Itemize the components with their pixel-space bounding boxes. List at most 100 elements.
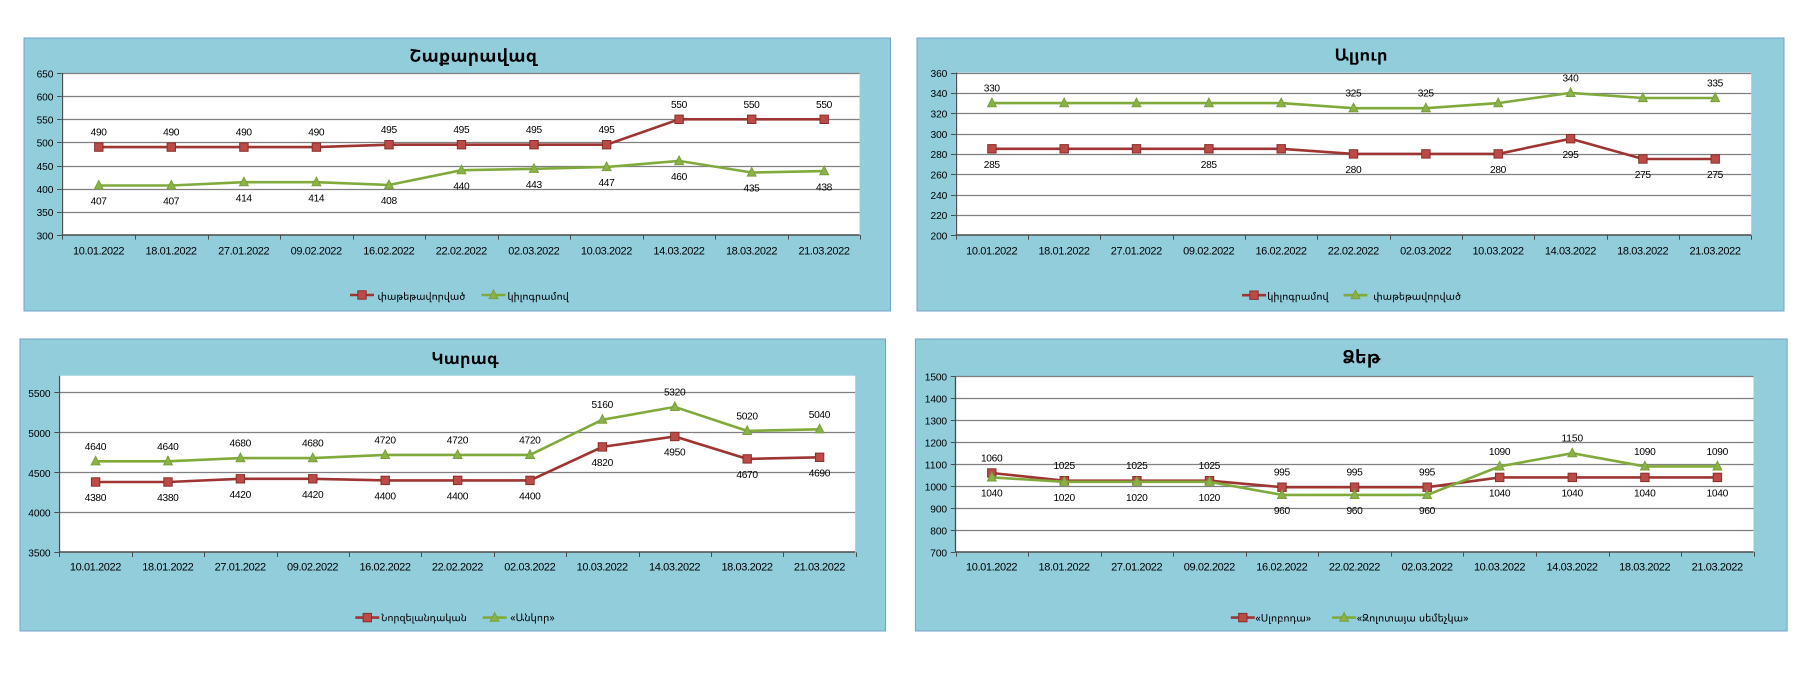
svg-text:1100: 1100 (925, 461, 948, 472)
svg-text:21.03.2022: 21.03.2022 (1689, 245, 1741, 257)
svg-text:1060: 1060 (981, 454, 1003, 465)
svg-text:550: 550 (37, 116, 54, 127)
svg-text:1025: 1025 (1126, 461, 1148, 472)
svg-text:4420: 4420 (230, 490, 252, 501)
svg-text:4640: 4640 (85, 442, 107, 453)
svg-text:4720: 4720 (374, 435, 396, 446)
svg-text:16.02.2022: 16.02.2022 (359, 561, 411, 573)
svg-text:285: 285 (984, 160, 1001, 171)
svg-text:4380: 4380 (85, 493, 107, 504)
svg-text:18.03.2022: 18.03.2022 (1619, 561, 1671, 573)
svg-text:300: 300 (931, 130, 948, 141)
svg-text:340: 340 (1562, 73, 1579, 84)
svg-text:407: 407 (91, 197, 108, 208)
svg-text:09.02.2022: 09.02.2022 (291, 245, 343, 257)
svg-text:450: 450 (37, 162, 54, 173)
svg-text:995: 995 (1274, 468, 1291, 479)
svg-text:4670: 4670 (736, 470, 758, 481)
svg-text:1500: 1500 (925, 373, 948, 384)
svg-text:995: 995 (1419, 468, 1436, 479)
svg-text:1200: 1200 (925, 439, 948, 450)
svg-text:800: 800 (930, 526, 947, 537)
svg-text:1090: 1090 (1707, 447, 1729, 458)
svg-text:1020: 1020 (1126, 493, 1148, 504)
svg-text:4000: 4000 (28, 509, 51, 520)
svg-text:5500: 5500 (28, 389, 51, 400)
svg-text:4680: 4680 (302, 439, 324, 450)
svg-text:1040: 1040 (1489, 489, 1511, 500)
svg-text:4950: 4950 (664, 448, 686, 459)
svg-text:02.03.2022: 02.03.2022 (508, 245, 560, 257)
svg-text:240: 240 (931, 191, 948, 202)
svg-text:5040: 5040 (809, 410, 831, 421)
svg-text:10.03.2022: 10.03.2022 (1472, 245, 1524, 257)
svg-text:495: 495 (381, 125, 398, 136)
svg-text:10.01.2022: 10.01.2022 (966, 245, 1018, 257)
svg-text:14.03.2022: 14.03.2022 (649, 561, 701, 573)
svg-text:21.03.2022: 21.03.2022 (1692, 561, 1744, 573)
svg-text:18.03.2022: 18.03.2022 (726, 245, 778, 257)
svg-text:280: 280 (931, 150, 948, 161)
svg-text:4400: 4400 (519, 492, 541, 503)
svg-text:4420: 4420 (302, 490, 324, 501)
svg-text:220: 220 (931, 211, 948, 222)
svg-text:09.02.2022: 09.02.2022 (1183, 245, 1235, 257)
svg-text:18.03.2022: 18.03.2022 (1617, 245, 1669, 257)
svg-text:10.01.2022: 10.01.2022 (73, 245, 125, 257)
svg-text:10.03.2022: 10.03.2022 (581, 245, 633, 257)
svg-text:960: 960 (1419, 506, 1436, 517)
svg-text:438: 438 (816, 182, 833, 193)
svg-text:02.03.2022: 02.03.2022 (1400, 245, 1452, 257)
svg-text:490: 490 (236, 128, 253, 139)
svg-text:280: 280 (1490, 165, 1507, 176)
svg-text:414: 414 (308, 193, 325, 204)
svg-text:460: 460 (671, 172, 688, 183)
svg-text:700: 700 (930, 548, 947, 559)
svg-text:10.01.2022: 10.01.2022 (966, 561, 1018, 573)
svg-text:18.01.2022: 18.01.2022 (1039, 561, 1091, 573)
svg-text:02.03.2022: 02.03.2022 (1401, 561, 1453, 573)
svg-text:435: 435 (744, 184, 761, 195)
svg-text:1040: 1040 (981, 489, 1003, 500)
svg-text:300: 300 (37, 231, 54, 242)
svg-text:27.01.2022: 27.01.2022 (1111, 561, 1163, 573)
svg-text:5160: 5160 (592, 400, 614, 411)
svg-text:995: 995 (1346, 468, 1363, 479)
svg-text:22.02.2022: 22.02.2022 (1328, 245, 1380, 257)
svg-text:1090: 1090 (1634, 447, 1656, 458)
svg-text:4720: 4720 (519, 435, 541, 446)
svg-text:550: 550 (816, 100, 833, 111)
svg-text:490: 490 (91, 128, 108, 139)
svg-text:320: 320 (931, 110, 948, 121)
svg-text:495: 495 (598, 125, 615, 136)
svg-text:4380: 4380 (157, 493, 179, 504)
svg-text:4680: 4680 (230, 439, 252, 450)
svg-text:18.01.2022: 18.01.2022 (142, 561, 194, 573)
svg-text:5000: 5000 (28, 429, 51, 440)
svg-text:325: 325 (1345, 89, 1362, 100)
svg-text:295: 295 (1562, 150, 1579, 161)
svg-text:414: 414 (236, 193, 253, 204)
svg-text:10.03.2022: 10.03.2022 (1474, 561, 1526, 573)
svg-text:1150: 1150 (1561, 434, 1583, 445)
svg-text:14.03.2022: 14.03.2022 (1547, 561, 1599, 573)
svg-text:650: 650 (37, 69, 54, 80)
svg-text:18.03.2022: 18.03.2022 (721, 561, 773, 573)
svg-text:21.03.2022: 21.03.2022 (798, 245, 850, 257)
svg-text:22.02.2022: 22.02.2022 (1329, 561, 1381, 573)
svg-text:490: 490 (308, 128, 325, 139)
svg-text:550: 550 (744, 100, 761, 111)
svg-text:200: 200 (931, 232, 948, 243)
svg-text:330: 330 (984, 84, 1001, 95)
svg-text:1020: 1020 (1053, 493, 1075, 504)
svg-text:325: 325 (1418, 89, 1435, 100)
svg-text:09.02.2022: 09.02.2022 (287, 561, 339, 573)
svg-text:400: 400 (37, 185, 54, 196)
svg-text:4500: 4500 (28, 469, 51, 480)
svg-text:22.02.2022: 22.02.2022 (432, 561, 484, 573)
svg-text:1300: 1300 (925, 417, 948, 428)
svg-text:1000: 1000 (925, 482, 948, 493)
svg-text:10.01.2022: 10.01.2022 (70, 561, 122, 573)
svg-text:22.02.2022: 22.02.2022 (436, 245, 488, 257)
svg-text:16.02.2022: 16.02.2022 (1255, 245, 1307, 257)
